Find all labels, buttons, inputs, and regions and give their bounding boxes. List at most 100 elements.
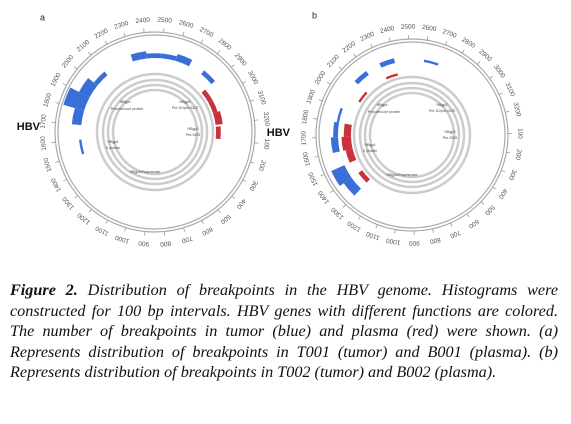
figure-number: Figure 2.: [10, 281, 78, 299]
tick-mark: [105, 219, 109, 224]
gene-label: HBgp1/Polymerase: [387, 173, 418, 177]
tick-label: 1000: [114, 233, 130, 244]
tumor-bar: [379, 58, 396, 68]
ring: [358, 81, 466, 189]
tick-mark: [461, 49, 465, 54]
tick-label: 2400: [379, 25, 395, 35]
tumor-bar: [423, 59, 439, 66]
tick-mark: [313, 118, 318, 120]
tick-mark: [183, 227, 186, 232]
tick-label: 800: [159, 239, 171, 247]
ring: [57, 34, 253, 230]
tick-label: 2800: [217, 37, 233, 52]
tick-mark: [505, 110, 510, 113]
gene-label: HBgp1/Polymerase: [130, 170, 161, 174]
tick-label: 100: [516, 128, 523, 139]
tick-mark: [498, 92, 503, 95]
tick-label: 2100: [76, 39, 92, 54]
figure: aHBV100200300400500600700800900100011001…: [17, 10, 524, 247]
tick-mark: [124, 227, 127, 232]
tumor-bar: [201, 70, 216, 85]
tick-label: 2500: [401, 24, 416, 32]
tick-mark: [330, 190, 334, 194]
tick-mark: [320, 173, 325, 177]
tick-label: 1200: [346, 219, 362, 233]
ring: [54, 31, 256, 233]
tumor-bar: [354, 70, 369, 85]
tick-mark: [375, 224, 378, 229]
tumor-bar: [161, 53, 177, 61]
tick-mark: [342, 204, 347, 208]
tick-label: 700: [180, 234, 193, 244]
tick-label: 3000: [492, 64, 506, 80]
tick-label: 1900: [50, 72, 63, 88]
ring: [106, 83, 204, 181]
ring: [352, 75, 472, 195]
tumor-bar: [63, 87, 90, 111]
tick-mark: [358, 215, 361, 220]
tick-mark: [73, 66, 78, 70]
tick-mark: [370, 43, 373, 48]
tick-label: 1600: [40, 135, 48, 150]
plasma-bar: [213, 111, 223, 125]
tick-label: 2900: [477, 48, 493, 63]
tumor-bar: [333, 121, 340, 138]
gene-label: X protein: [363, 149, 377, 153]
ring: [111, 88, 199, 176]
tick-mark: [353, 53, 357, 58]
tick-mark: [450, 222, 453, 227]
plasma-bar: [201, 89, 213, 103]
tick-label: 500: [219, 213, 232, 226]
tick-label: 1400: [317, 189, 331, 205]
tick-mark: [501, 169, 506, 173]
tick-label: 3000: [246, 70, 259, 86]
tick-mark: [55, 160, 60, 163]
tick-label: 1700: [40, 114, 48, 129]
tick-mark: [318, 99, 323, 102]
tick-label: 1400: [50, 177, 63, 193]
tick-label: 1300: [61, 195, 76, 211]
tick-label: 1500: [43, 156, 54, 172]
gene-label: HBgpx: [120, 100, 131, 104]
tick-label: 600: [467, 218, 480, 230]
ring: [95, 72, 215, 192]
plasma-bar: [385, 73, 399, 80]
tick-label: 1500: [307, 171, 319, 187]
tick-mark: [506, 151, 511, 154]
gene-label: Pre-S1/pre-S2/S: [172, 106, 199, 110]
ring: [101, 78, 209, 186]
tick-label: 3100: [504, 82, 517, 98]
tick-label: 1100: [365, 230, 381, 242]
gene-label: Pre-S2/S: [443, 136, 458, 140]
gene-label: HBgp2: [437, 103, 448, 107]
tick-label: 900: [408, 239, 419, 246]
tick-mark: [88, 209, 92, 213]
tick-label: 2700: [198, 26, 214, 39]
ring: [315, 38, 509, 232]
gene-label: HBgp4: [108, 140, 119, 144]
tick-label: 400: [497, 187, 509, 200]
tick-mark: [242, 179, 247, 183]
tumor-bar: [78, 77, 98, 98]
plasma-bar: [358, 91, 368, 103]
tick-mark: [104, 40, 108, 45]
tick-label: 2900: [233, 52, 248, 68]
tick-mark: [63, 178, 68, 182]
tick-mark: [88, 51, 92, 56]
gene-label: HBgp3: [445, 130, 456, 134]
tumor-bar: [330, 137, 340, 154]
tick-label: 2200: [341, 40, 357, 54]
tick-mark: [444, 41, 448, 46]
tick-label: 2600: [178, 19, 194, 30]
tick-label: 100: [262, 138, 270, 150]
tick-label: 2300: [359, 31, 375, 44]
tick-mark: [388, 37, 391, 42]
plasma-bar: [345, 148, 357, 163]
gene-label: Precore/core protein: [368, 110, 401, 114]
plasma-bar: [208, 100, 218, 114]
tick-mark: [231, 64, 235, 68]
gene-label: HBgpx: [377, 103, 388, 107]
tick-mark: [466, 213, 470, 218]
panel-label: b: [312, 10, 317, 20]
tick-mark: [476, 61, 481, 65]
